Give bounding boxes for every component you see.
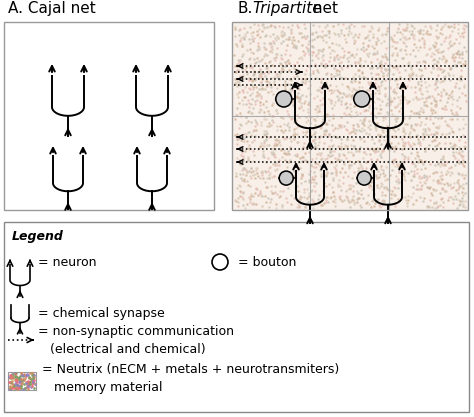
Circle shape: [279, 171, 293, 185]
Text: = bouton: = bouton: [238, 256, 296, 269]
Text: A. Cajal net: A. Cajal net: [8, 1, 96, 16]
Text: = Neutrix (nECM + metals + neurotransmiters)
   memory material: = Neutrix (nECM + metals + neurotransmit…: [42, 362, 339, 394]
Circle shape: [276, 91, 292, 107]
Bar: [4, 222, 469, 412]
Text: net: net: [308, 1, 338, 16]
Text: Tripartite: Tripartite: [252, 1, 322, 16]
Text: Legend: Legend: [12, 230, 64, 243]
Circle shape: [354, 91, 370, 107]
Text: = chemical synapse: = chemical synapse: [38, 307, 165, 320]
Text: = non-synaptic communication
   (electrical and chemical): = non-synaptic communication (electrical…: [38, 324, 234, 356]
Circle shape: [357, 171, 371, 185]
Bar: [4, 22, 214, 210]
Bar: [232, 22, 468, 210]
Text: = neuron: = neuron: [38, 256, 97, 269]
Text: B.: B.: [238, 1, 254, 16]
Bar: [8, 372, 36, 390]
Circle shape: [212, 254, 228, 270]
Bar: [232, 22, 468, 210]
